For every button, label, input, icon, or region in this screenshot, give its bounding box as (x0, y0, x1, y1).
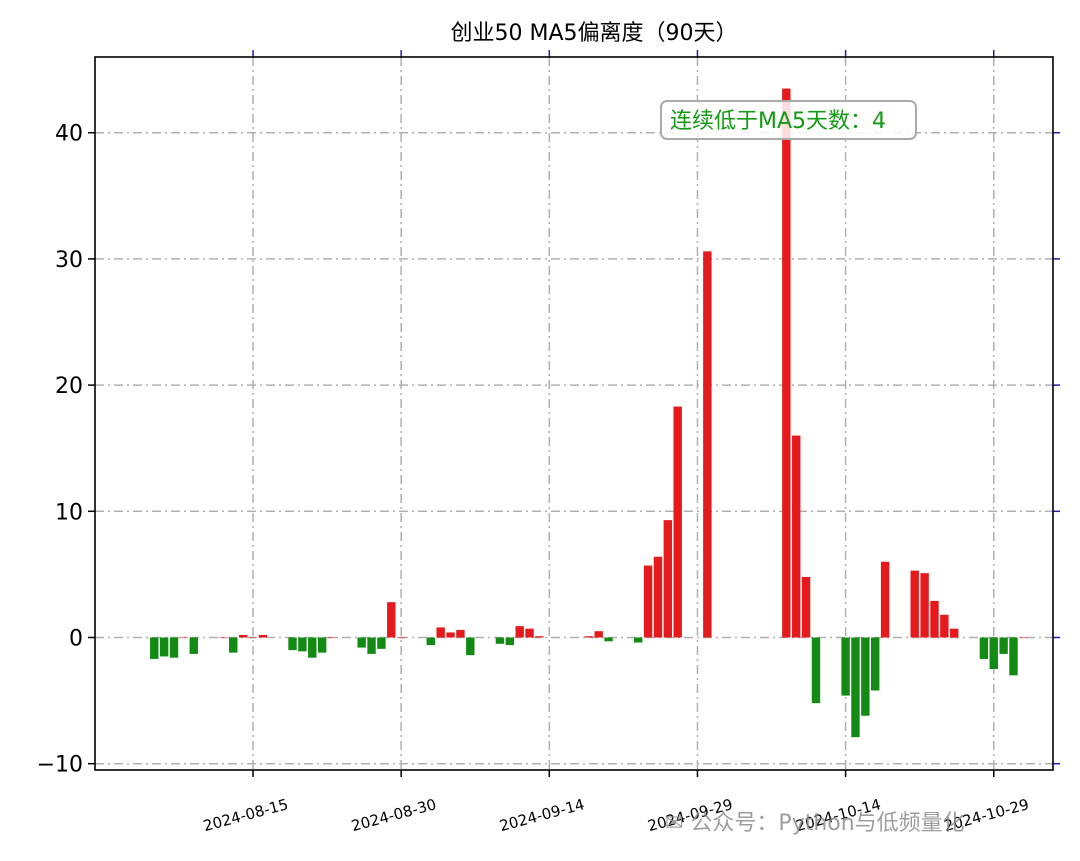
bar (456, 629, 465, 638)
bar (999, 637, 1008, 654)
bar (584, 636, 594, 638)
axis-ticks: −10 0 10 20 30 40 2024-08-15 2024-08-30 2024-09-… (37, 50, 1060, 835)
bar (1009, 637, 1018, 676)
bar (436, 627, 445, 638)
bar (169, 637, 179, 658)
y-tick-label: −10 (37, 753, 83, 778)
bar (446, 632, 455, 638)
bar (505, 637, 515, 646)
bar (792, 435, 801, 638)
annotation-text: 连续低于MA5天数：4 (670, 109, 886, 134)
bar (920, 573, 929, 638)
bar (248, 637, 258, 639)
annotation-background (660, 100, 917, 140)
bar (189, 637, 198, 654)
bar (930, 600, 939, 638)
bar (258, 634, 268, 638)
bar (880, 561, 890, 638)
bar (466, 637, 475, 656)
bar (811, 637, 821, 704)
y-tick-label: 40 (55, 122, 83, 147)
bar (851, 637, 860, 738)
bar (989, 637, 998, 670)
bar (377, 637, 386, 649)
bar (396, 637, 406, 639)
bar (673, 406, 682, 638)
bar-series (150, 88, 1028, 738)
annotation-box: 连续低于MA5天数：4 (660, 100, 917, 140)
y-tick-label: 30 (55, 248, 83, 273)
bar (633, 637, 643, 643)
bar (604, 637, 613, 642)
bar (643, 565, 653, 638)
bar (426, 637, 435, 646)
bar (950, 628, 959, 638)
bar (703, 251, 712, 638)
bar (159, 637, 169, 657)
bar (150, 637, 159, 659)
bar (327, 637, 337, 639)
x-tick-label: 2024-09-14 (498, 795, 587, 835)
bar (841, 637, 850, 696)
y-tick-label: 20 (55, 374, 83, 399)
bar (535, 636, 544, 638)
bar (367, 637, 376, 654)
bar (357, 637, 366, 648)
bar (229, 637, 238, 653)
watermark-text: ✉ 公众号：Python与低频量化 (665, 811, 965, 836)
bar (179, 637, 189, 639)
chart-title: 创业50 MA5偏离度（90天） (450, 21, 737, 46)
grid-lines (95, 57, 1053, 770)
bar (594, 631, 603, 638)
x-tick-label: 2024-08-30 (349, 795, 438, 835)
bar (387, 602, 396, 638)
x-tick-label: 2024-08-15 (201, 795, 290, 835)
bar (515, 626, 524, 638)
bar (495, 637, 505, 644)
bar (979, 637, 989, 659)
bar (317, 637, 327, 653)
y-tick-label: 10 (55, 500, 83, 525)
plot-frame (94, 56, 1054, 771)
y-tick-label: 0 (69, 626, 83, 651)
bar (1019, 637, 1028, 639)
bar (871, 637, 880, 691)
bar (801, 576, 811, 638)
bar (525, 628, 534, 638)
bar (653, 556, 663, 638)
bar (288, 637, 297, 651)
bar (910, 570, 919, 638)
bar (308, 637, 317, 658)
bar (940, 614, 949, 638)
bar (663, 520, 673, 638)
bar (861, 637, 870, 716)
bar (219, 637, 228, 639)
bar (238, 634, 248, 638)
bar (782, 88, 791, 638)
bar (298, 637, 307, 652)
